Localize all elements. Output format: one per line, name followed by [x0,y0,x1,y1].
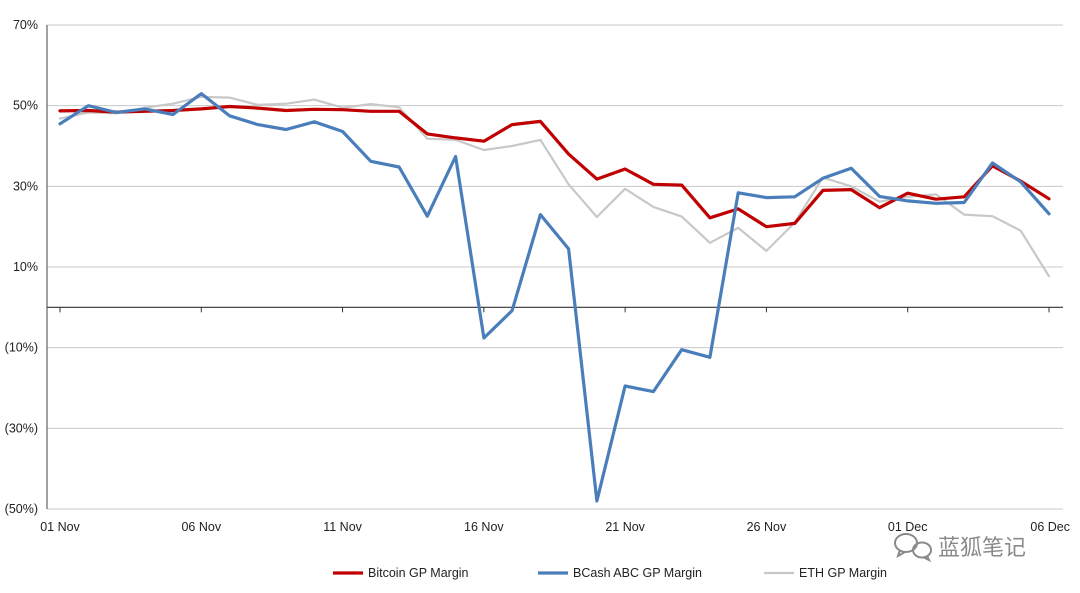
x-tick-label: 21 Nov [605,520,645,534]
watermark-text: 蓝狐笔记 [938,536,1026,561]
y-tick-label: 70% [13,18,38,32]
wechat-icon [894,533,932,563]
x-tick-label: 01 Dec [888,520,928,534]
legend-label: ETH GP Margin [799,566,887,580]
y-tick-label: 30% [13,179,38,193]
y-tick-label: (30%) [5,421,38,435]
legend: Bitcoin GP Margin BCash ABC GP Margin ETH … [333,566,887,580]
x-tick-label: 06 Dec [1030,520,1070,534]
legend-label: Bitcoin GP Margin [368,566,469,580]
legend-item: ETH GP Margin [764,566,887,580]
legend-item: BCash ABC GP Margin [538,566,702,580]
x-tick-label: 26 Nov [747,520,787,534]
y-tick-label: (50%) [5,502,38,516]
x-tick-label: 16 Nov [464,520,504,534]
x-axis-ticks: 01 Nov 06 Nov 11 Nov 16 Nov 21 Nov 26 Nov 01 D… [40,520,1070,534]
y-tick-label: 50% [13,99,38,113]
y-axis-ticks: 70% 50% 30% 10% (10%) (30%) (50%) [5,18,38,516]
series-line-eth-gp-margin [58,95,1051,278]
y-tick-label: 10% [13,260,38,274]
x-tick-label: 11 Nov [323,520,362,534]
series-line-bitcoin-gp-margin [58,104,1051,229]
y-tick-label: (10%) [5,341,38,355]
series-line-bcash-abc-gp-margin [58,91,1051,503]
x-tick-label: 06 Nov [181,520,221,534]
legend-label: BCash ABC GP Margin [573,566,702,580]
legend-item: Bitcoin GP Margin [333,566,469,580]
x-axis [46,25,1063,509]
data-series [58,91,1051,503]
watermark: 蓝狐笔记 [894,533,1026,563]
x-tick-label: 01 Nov [40,520,80,534]
